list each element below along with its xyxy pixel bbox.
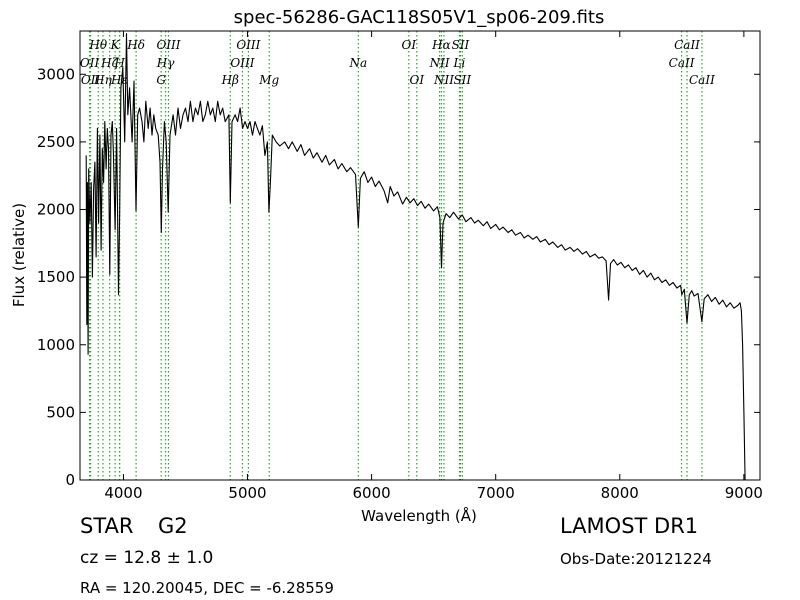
line-label: Hδ [126, 38, 145, 52]
object-class: STAR [80, 514, 134, 538]
y-tick-label: 3000 [37, 65, 75, 83]
line-label: K [110, 38, 121, 52]
line-label: OII [80, 56, 100, 70]
x-axis-label: Wavelength (Å) [361, 506, 477, 525]
y-tick-label: 1000 [37, 336, 75, 354]
y-tick-label: 2500 [37, 133, 75, 151]
line-label: CaII [674, 38, 700, 52]
line-label: Hγ [156, 56, 175, 70]
line-label: CaII [669, 56, 695, 70]
x-tick-label: 8000 [601, 484, 639, 502]
y-tick-label: 0 [65, 471, 75, 489]
line-label: Hβ [221, 73, 239, 87]
x-tick-label: 6000 [353, 484, 391, 502]
line-label: Na [349, 56, 368, 70]
y-tick-label: 2000 [37, 201, 75, 219]
spectral-line-markers [88, 31, 703, 480]
chart-title: spec-56286-GAC118S05V1_sp06-209.fits [234, 7, 605, 28]
x-axis-ticks: 4000 5000 6000 7000 8000 9000 [104, 31, 763, 502]
line-label: OIII [230, 56, 254, 70]
line-label: Hθ [88, 38, 107, 52]
observation-date: Obs-Date:20121224 [560, 550, 712, 568]
y-tick-label: 1500 [37, 268, 75, 286]
line-label: OIII [156, 38, 180, 52]
x-tick-label: 9000 [725, 484, 763, 502]
redshift-value: cz = 12.8 ± 1.0 [80, 548, 214, 568]
line-label: G [156, 73, 166, 87]
survey-name: LAMOST DR1 [560, 514, 699, 538]
object-subclass: G2 [158, 514, 188, 538]
y-tick-label: 500 [46, 403, 75, 421]
y-axis-ticks: 0 500 1000 1500 2000 2500 3000 [37, 65, 760, 489]
x-tick-label: 7000 [477, 484, 515, 502]
coordinates: RA = 120.20045, DEC = -6.28559 [80, 579, 334, 597]
spectral-line-labels: OIIOIIHθHηHζKHεHHδGHγOIIIHβOIIIOIIIMgNaO… [80, 38, 715, 87]
line-label: Mg [258, 73, 279, 87]
spectrum-curve [85, 33, 746, 481]
line-label: NII [429, 56, 450, 70]
line-label: Li [453, 56, 466, 70]
line-label: OII [81, 73, 101, 87]
line-label: Hα [431, 38, 451, 52]
x-tick-label: 4000 [104, 484, 142, 502]
y-axis-label: Flux (relative) [10, 203, 28, 307]
line-label: SII [453, 73, 471, 87]
x-tick-label: 5000 [228, 484, 266, 502]
line-label: SII [452, 38, 470, 52]
line-label: OI [402, 38, 417, 52]
plot-frame [79, 30, 761, 481]
line-label: OIII [236, 38, 260, 52]
line-label: Hζ [100, 56, 119, 70]
line-label: NII [433, 73, 454, 87]
line-label: Hη [93, 73, 112, 87]
line-label: CaII [689, 73, 715, 87]
line-label: H [113, 56, 125, 70]
line-label: OI [409, 73, 424, 87]
